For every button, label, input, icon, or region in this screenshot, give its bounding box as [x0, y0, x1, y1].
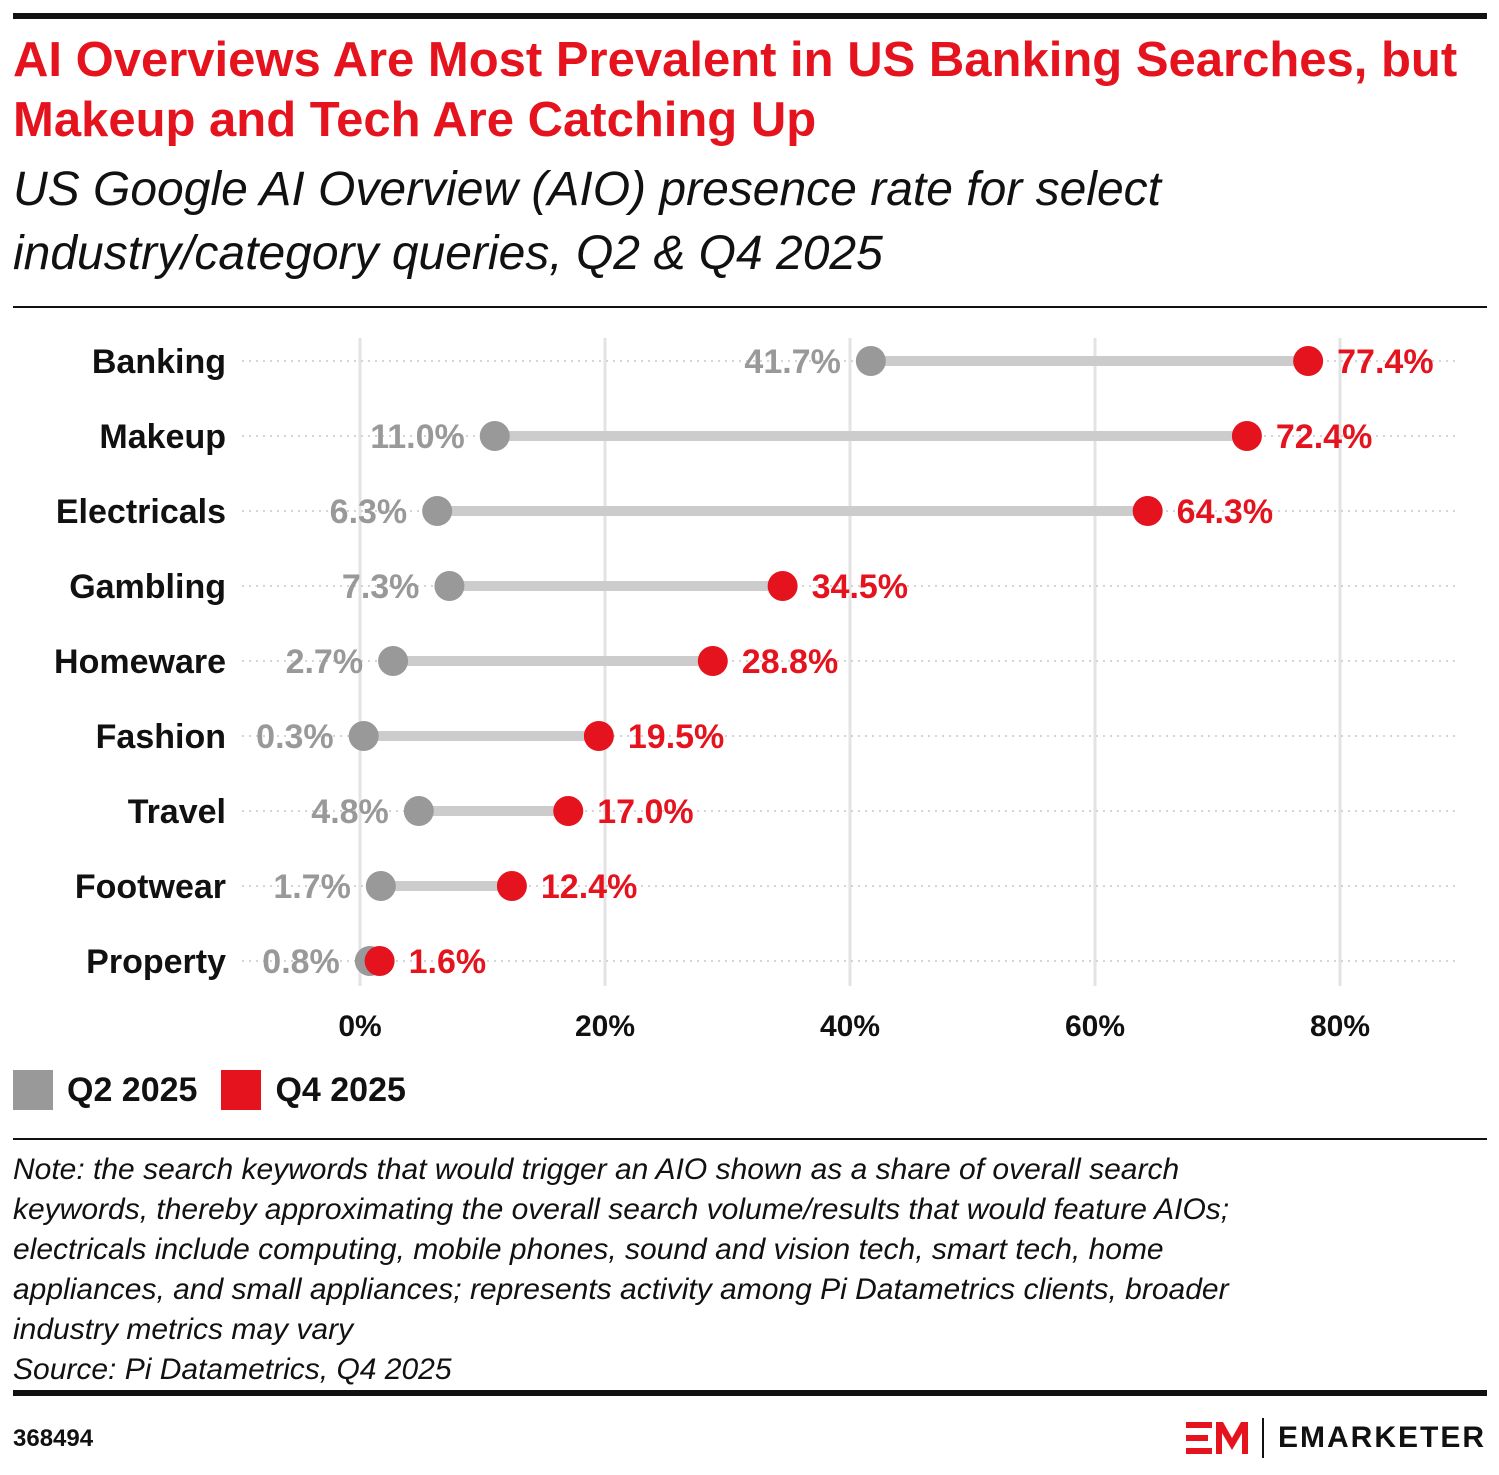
- legend-swatch-q2: [13, 1070, 53, 1110]
- x-tick-label: 0%: [338, 1010, 381, 1043]
- q2-value-label: 1.7%: [273, 868, 351, 906]
- q2-value-label: 4.8%: [311, 793, 389, 831]
- category-label: Footwear: [75, 868, 226, 906]
- note-rule: [13, 1138, 1487, 1140]
- category-label: Travel: [128, 793, 226, 831]
- q4-value-label: 77.4%: [1337, 343, 1433, 381]
- q2-dot: [422, 496, 453, 526]
- q2-value-label: 0.8%: [262, 943, 340, 981]
- note-line: Note: the search keywords that would tri…: [13, 1153, 1180, 1186]
- x-tick-label: 80%: [1310, 1010, 1370, 1043]
- q4-dot: [583, 721, 614, 751]
- brand-name: EMARKETER: [1277, 1421, 1486, 1454]
- q4-dot: [1293, 346, 1324, 376]
- q2-dot: [434, 571, 465, 601]
- q2-value-label: 7.3%: [342, 568, 420, 606]
- category-label: Gambling: [69, 568, 226, 606]
- q4-value-label: 64.3%: [1177, 493, 1273, 531]
- em-logo-icon: [1185, 1422, 1248, 1454]
- legend-label-q4: Q4 2025: [275, 1070, 406, 1109]
- q4-dot: [697, 646, 728, 676]
- chart-subtitle: US Google AI Overview (AIO) presence rat…: [13, 163, 1161, 280]
- q4-value-label: 28.8%: [742, 643, 838, 681]
- note-line: electricals include computing, mobile ph…: [13, 1233, 1164, 1266]
- x-tick-label: 60%: [1065, 1010, 1125, 1043]
- q2-dot: [855, 346, 886, 376]
- top-rule: [13, 13, 1487, 19]
- legend-item-q4: Q4 2025: [221, 1070, 406, 1110]
- dumbbell-chart: Banking 41.7% 77.4% Makeup 11.0% 72.4% Electri…: [54, 338, 1455, 1043]
- category-label: Banking: [92, 343, 226, 381]
- source-line: Source: Pi Datametrics, Q4 2025: [13, 1353, 452, 1386]
- q2-dot: [378, 646, 409, 676]
- q2-dot: [403, 796, 434, 826]
- q2-value-label: 2.7%: [286, 643, 364, 681]
- q2-dot: [365, 871, 396, 901]
- q4-value-label: 17.0%: [597, 793, 693, 831]
- x-tick-label: 20%: [575, 1010, 635, 1043]
- q4-value-label: 72.4%: [1276, 418, 1372, 456]
- q4-value-label: 19.5%: [628, 718, 724, 756]
- category-label: Electricals: [56, 493, 226, 531]
- legend: Q2 2025 Q4 2025: [13, 1068, 430, 1112]
- q4-dot: [364, 946, 395, 976]
- note-line: keywords, thereby approximating the over…: [13, 1193, 1230, 1226]
- category-label: Makeup: [99, 418, 226, 456]
- q2-value-label: 41.7%: [744, 343, 840, 381]
- bottom-rule: [13, 1390, 1487, 1396]
- category-label: Fashion: [96, 718, 226, 756]
- x-tick-label: 40%: [820, 1010, 880, 1043]
- q4-value-label: 12.4%: [541, 868, 637, 906]
- legend-label-q2: Q2 2025: [67, 1070, 198, 1109]
- chart-id: 368494: [13, 1425, 94, 1452]
- q4-dot: [1132, 496, 1163, 526]
- chart-title: AI Overviews Are Most Prevalent in US Ba…: [13, 33, 1458, 147]
- q2-value-label: 6.3%: [330, 493, 408, 531]
- legend-item-q2: Q2 2025: [13, 1070, 197, 1110]
- category-label: Homeware: [54, 643, 226, 681]
- category-label: Property: [86, 943, 226, 981]
- brand: EMARKETER: [1185, 1418, 1486, 1458]
- note-block: Note: the search keywords that would tri…: [13, 1150, 1483, 1390]
- q4-dot: [767, 571, 798, 601]
- q4-dot: [1231, 421, 1262, 451]
- subtitle-rule: [13, 306, 1487, 308]
- note-line: appliances, and small appliances; repres…: [13, 1273, 1229, 1306]
- note-line: industry metrics may vary: [13, 1313, 354, 1346]
- q2-value-label: 0.3%: [256, 718, 334, 756]
- q4-value-label: 34.5%: [812, 568, 908, 606]
- q4-value-label: 1.6%: [409, 943, 487, 981]
- q2-dot: [348, 721, 379, 751]
- brand-divider: [1261, 1418, 1264, 1458]
- q2-value-label: 11.0%: [370, 418, 465, 456]
- q4-dot: [496, 871, 527, 901]
- q4-dot: [553, 796, 584, 826]
- q2-dot: [479, 421, 510, 451]
- legend-swatch-q4: [221, 1070, 262, 1110]
